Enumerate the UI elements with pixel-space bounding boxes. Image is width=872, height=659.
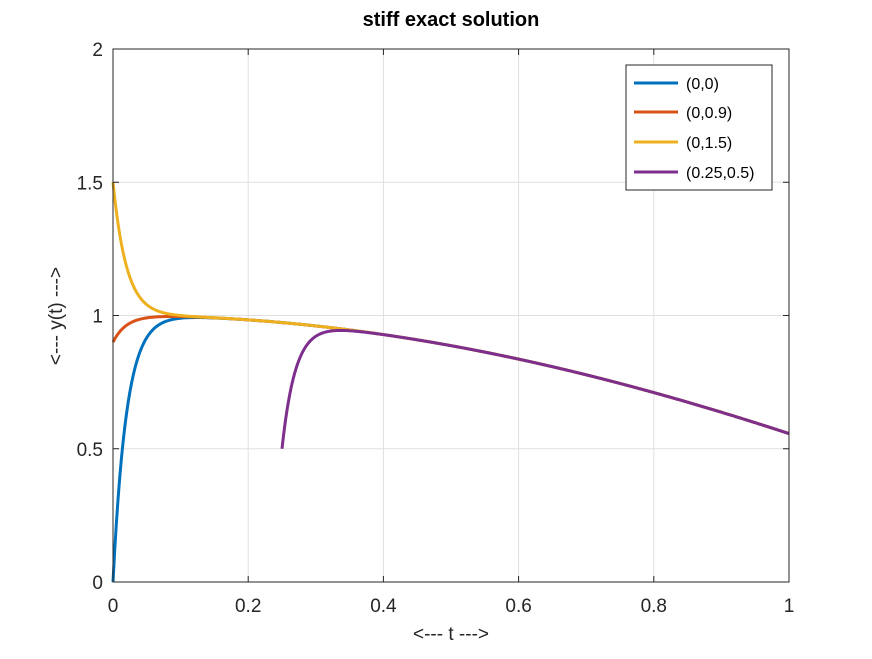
axis-ticks [112, 48, 790, 583]
x-tick-label: 1 [784, 596, 795, 617]
x-tick-labels: 0 0.2 0.4 0.6 0.8 1 [108, 596, 795, 617]
y-tick-label: 1 [92, 307, 103, 328]
legend: (0,0) (0,0.9) (0,1.5) (0.25,0.5) [625, 64, 773, 191]
x-axis-label: <--- t ---> [413, 624, 489, 645]
series-line-0 [111, 316, 790, 583]
y-axis-label: <--- y(t) ---> [46, 267, 67, 365]
x-tick-label: 0.2 [235, 596, 261, 617]
x-tick-label: 0.4 [370, 596, 397, 617]
series-line-1 [111, 314, 790, 436]
legend-label-series-3: (0.25,0.5) [686, 165, 754, 182]
x-tick-label: 0 [108, 596, 119, 617]
y-tick-label: 0 [92, 573, 103, 594]
y-tick-label: 1.5 [77, 173, 103, 194]
legend-label-series-0: (0,0) [686, 76, 719, 93]
x-tick-label: 0.8 [641, 596, 667, 617]
series-line-3 [280, 328, 790, 449]
plot-lines [111, 182, 790, 583]
y-tick-label: 0.5 [77, 440, 103, 461]
legend-box [625, 64, 773, 191]
legend-label-series-2: (0,1.5) [686, 135, 732, 152]
y-tick-labels: 0 0.5 1 1.5 2 [77, 40, 103, 594]
legend-label-series-1: (0,0.9) [686, 105, 732, 122]
x-tick-label: 0.6 [505, 596, 531, 617]
chart-title: stiff exact solution [363, 9, 540, 31]
series-line-2 [111, 182, 790, 436]
y-tick-label: 2 [92, 40, 103, 61]
